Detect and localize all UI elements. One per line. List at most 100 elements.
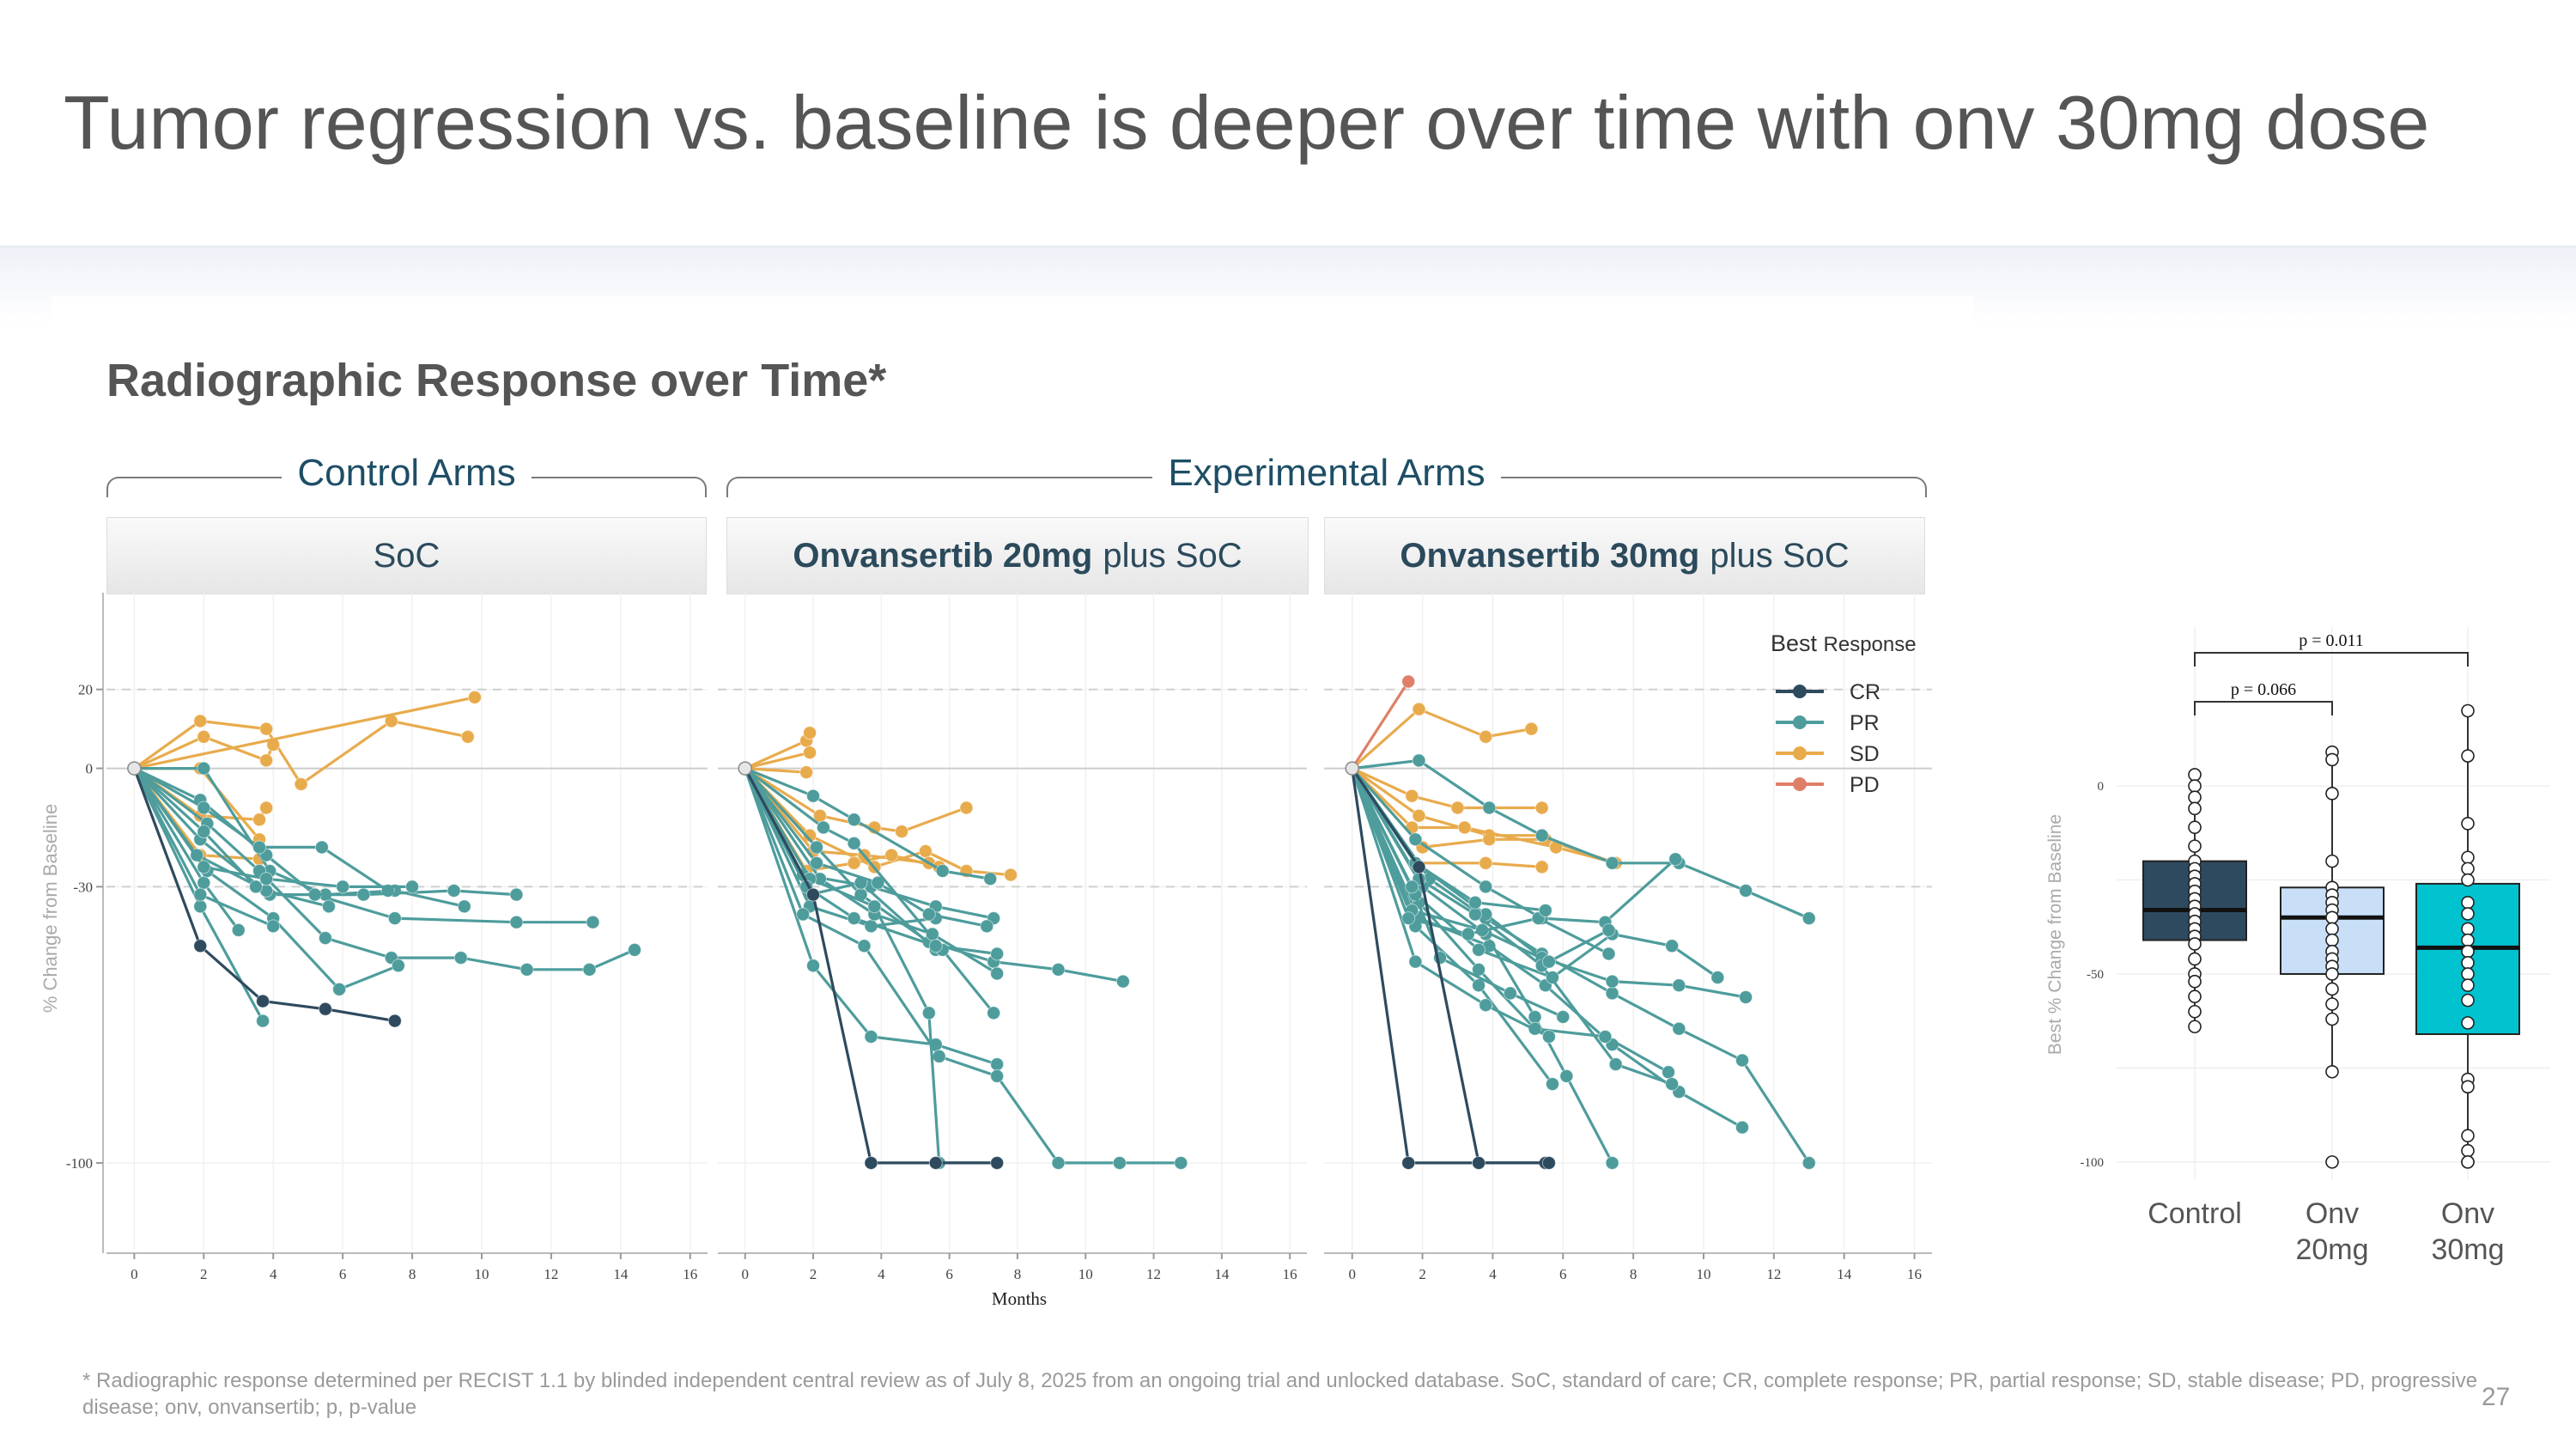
series-line-sd [744,767,807,774]
page-number: 27 [2482,1383,2511,1411]
data-point-pr [990,1057,1005,1072]
series-line-sd [744,751,811,770]
data-point-pr [935,864,950,878]
box-data-point [2461,907,2475,921]
data-point-pr [921,907,936,922]
data-point-pr [1482,801,1497,815]
data-point-pr [256,1014,270,1028]
box-data-point [2325,787,2339,801]
box-data-point [2188,820,2202,835]
data-point-pr [847,836,861,850]
x-tick-label: 14 [1837,1266,1852,1282]
data-point-pr [1559,1068,1574,1083]
data-point-sd [1412,702,1426,716]
data-point-pr [252,840,267,855]
data-point-pr [1472,942,1486,957]
data-point-sd [294,776,308,791]
data-point-pr [1605,974,1619,989]
data-point-pr [628,942,642,957]
x-tick-label: 16 [1283,1266,1297,1282]
series-line-pr [1351,768,1550,1038]
data-point-pr [921,1006,936,1020]
series-line-pr [133,767,517,897]
data-point-sd [1534,860,1549,874]
box-data-point [2188,801,2202,816]
box-data-point [2188,952,2202,966]
data-point-pr [1541,1029,1556,1044]
box-data-point [2461,817,2475,831]
x-tick-label: 4 [1489,1266,1497,1282]
data-point-pr [980,919,994,934]
box-data-point [2461,944,2475,959]
p-value-label: p = 0.066 [2231,680,2296,699]
x-tick-label: 6 [945,1266,953,1282]
data-point-pr [1605,986,1619,1001]
data-point-sd [259,721,274,736]
data-point-sd [803,746,817,760]
x-tick-label: 2 [810,1266,817,1282]
data-point-pr [266,919,281,934]
data-point-pr [1672,978,1686,993]
data-point-sd [259,801,274,815]
baseline-point [127,761,142,776]
x-tick-label: 0 [131,1266,138,1282]
box-data-point [2325,910,2339,925]
data-point-pr [519,962,534,977]
data-point-pr [990,1068,1005,1083]
data-point-pr [1541,954,1556,969]
x-tick-label: 4 [878,1266,885,1282]
data-point-pr [871,875,885,890]
box-data-point [2461,861,2475,876]
data-point-pr [336,880,350,894]
series-line-sd [1352,767,1542,810]
legend-title: Best Response [1771,630,1917,656]
box-y-axis-title: Best % Change from Baseline [2045,814,2065,1055]
data-point-sd [1405,788,1419,803]
facet-strip-onv20: Onvansertib 20mg plus SoC [726,517,1309,594]
data-point-pr [1115,974,1130,989]
data-point-pr [197,875,211,890]
box-data-point [2461,895,2475,910]
x-tick-label: 14 [613,1266,629,1282]
data-point-pr [1472,978,1486,993]
box-data-point [2325,752,2339,767]
x-tick-label: 12 [1146,1266,1161,1282]
box-data-point [2188,1020,2202,1034]
data-point-pr [1665,1077,1680,1092]
x-tick-label: 10 [474,1266,489,1282]
data-point-pr [193,899,208,914]
data-point-sd [1412,808,1426,823]
data-point-pr [197,860,211,874]
data-point-sd [1479,855,1493,870]
series-line-sd [1351,708,1532,770]
legend-swatch-dot [1793,746,1807,760]
data-point-pr [582,962,597,977]
box-data-point [2325,854,2339,868]
data-point-pr [197,761,211,776]
box-data-point [2325,1155,2339,1169]
box-data-point [2325,997,2339,1011]
legend-entry-pd: PD [1850,773,1880,797]
data-point-pd [1401,674,1416,689]
data-point-pr [1479,880,1493,894]
data-point-sd [803,828,817,843]
data-point-sd [884,848,899,862]
x-tick-label: 16 [1907,1266,1922,1282]
x-tick-label: 6 [339,1266,347,1282]
data-point-pr [806,959,821,973]
data-point-pr [1546,1077,1560,1092]
data-point-pr [197,801,211,815]
legend-title-bold: Best [1771,630,1824,656]
p-value-label: p = 0.011 [2299,631,2364,650]
data-point-pr [193,887,208,902]
legend-swatch-dot [1793,685,1807,698]
x-tick-label: 12 [544,1266,558,1282]
data-point-pr [387,911,402,926]
data-point-pr [1461,927,1475,941]
data-point-pr [1112,1155,1127,1170]
box-data-point [2188,779,2202,793]
data-point-sd [252,813,267,827]
data-point-pr [864,1029,878,1044]
box-data-point [2325,933,2339,947]
